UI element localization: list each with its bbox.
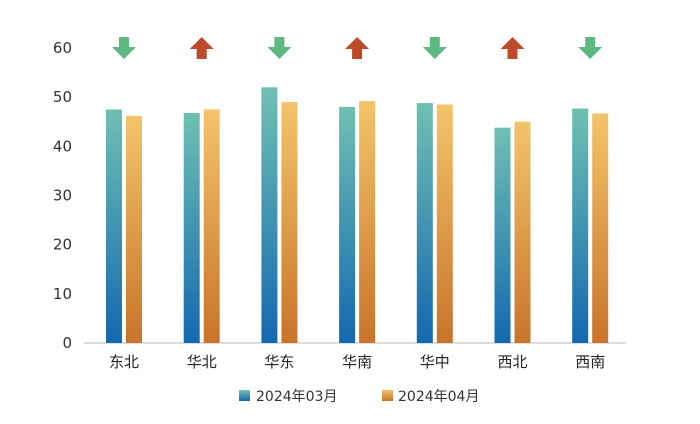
- x-category-label: 华东: [264, 353, 294, 371]
- up-arrow-icon: [500, 37, 525, 59]
- x-category-label: 华中: [420, 353, 450, 371]
- y-tick-label: 60: [53, 39, 72, 57]
- y-tick-label: 10: [53, 285, 72, 303]
- bar-series-1-7: [572, 108, 589, 343]
- bar-series-2-3: [281, 102, 298, 343]
- down-arrow-icon: [267, 37, 292, 59]
- x-category-label: 西南: [575, 353, 605, 371]
- legend-swatch-series-1: [239, 390, 250, 401]
- bar-series-1-4: [339, 107, 356, 343]
- bar-series-2-5: [436, 104, 453, 344]
- up-arrow-icon: [189, 37, 214, 59]
- bar-series-1-5: [416, 103, 433, 343]
- up-arrow-icon: [345, 37, 370, 59]
- bar-series-1-6: [494, 127, 511, 344]
- y-tick-label: 0: [62, 334, 72, 352]
- x-category-label: 东北: [109, 353, 139, 371]
- bar-series-2-7: [592, 113, 609, 344]
- trend-arrows: [112, 37, 603, 59]
- y-tick-label: 20: [53, 236, 72, 254]
- y-tick-label: 40: [53, 137, 72, 155]
- bar-series-2-4: [359, 101, 376, 343]
- bar-series-2-2: [203, 109, 220, 343]
- y-tick-label: 30: [53, 187, 72, 205]
- bar-series-1-2: [183, 112, 200, 344]
- legend: 2024年03月 2024年04月: [239, 389, 479, 405]
- down-arrow-icon: [578, 37, 603, 59]
- down-arrow-icon: [422, 37, 447, 59]
- x-category-label: 华北: [187, 353, 217, 371]
- down-arrow-icon: [112, 37, 136, 59]
- bar-series-1-3: [261, 87, 278, 343]
- legend-label-series-1: 2024年03月: [256, 389, 337, 405]
- bar-series-2-6: [514, 121, 531, 343]
- x-category-label: 西北: [497, 353, 527, 371]
- legend-swatch-series-2: [382, 390, 393, 401]
- bars: [106, 87, 609, 344]
- y-tick-label: 50: [53, 88, 72, 106]
- bar-series-1-1: [106, 109, 122, 343]
- bar-series-2-1: [126, 115, 142, 343]
- category-labels: 东北 华北 华东 华南 华中 西北 西南: [109, 353, 605, 371]
- y-axis-ticks: 0 10 20 30 40 50 60: [53, 39, 72, 352]
- x-category-label: 华南: [342, 353, 372, 371]
- legend-label-series-2: 2024年04月: [398, 389, 479, 405]
